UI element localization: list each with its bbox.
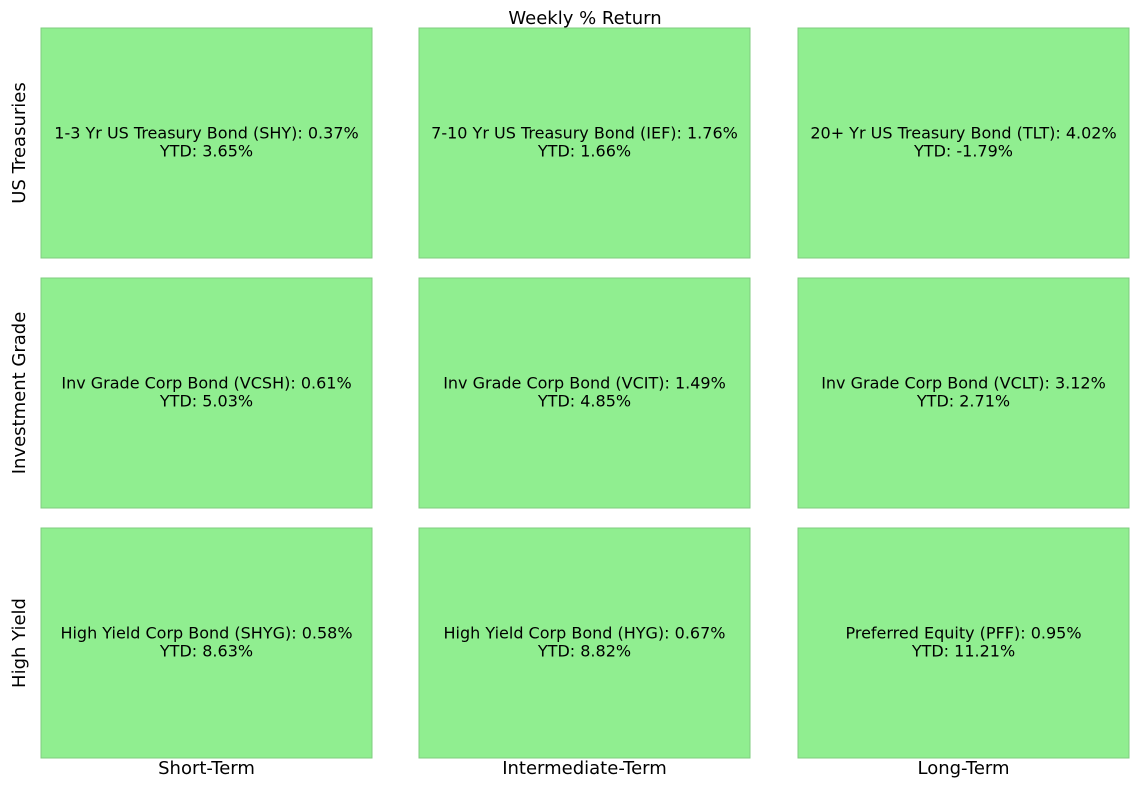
cell [797, 277, 1130, 509]
cell-ytd: YTD: 5.03% [159, 392, 253, 411]
cell [418, 27, 751, 259]
cell-return: High Yield Corp Bond (SHYG): 0.58% [60, 624, 352, 643]
cell-return: Inv Grade Corp Bond (VCSH): 0.61% [61, 374, 351, 393]
cell [797, 27, 1130, 259]
cell-return: High Yield Corp Bond (HYG): 0.67% [444, 624, 726, 643]
cell-ytd: YTD: 4.85% [537, 392, 631, 411]
column-label: Short-Term [158, 758, 255, 779]
column-label: Intermediate-Term [502, 758, 667, 779]
cell-ytd: YTD: 11.21% [911, 642, 1015, 661]
cell-ytd: YTD: 3.65% [159, 142, 253, 161]
cell-return: 20+ Yr US Treasury Bond (TLT): 4.02% [810, 124, 1116, 143]
cell [40, 27, 373, 259]
cell-return: Inv Grade Corp Bond (VCIT): 1.49% [443, 374, 726, 393]
cell [797, 527, 1130, 759]
column-label: Long-Term [917, 758, 1009, 779]
cell-ytd: YTD: 8.63% [159, 642, 253, 661]
row-label: Investment Grade [9, 312, 30, 475]
cell [40, 527, 373, 759]
cell-ytd: YTD: 8.82% [537, 642, 631, 661]
cell [418, 277, 751, 509]
cell [40, 277, 373, 509]
cell-return: 1-3 Yr US Treasury Bond (SHY): 0.37% [54, 124, 358, 143]
cell-return: Preferred Equity (PFF): 0.95% [845, 624, 1081, 643]
cell-return: Inv Grade Corp Bond (VCLT): 3.12% [821, 374, 1106, 393]
cell-ytd: YTD: -1.79% [913, 142, 1013, 161]
cell-return: 7-10 Yr US Treasury Bond (IEF): 1.76% [431, 124, 738, 143]
figure-title: Weekly % Return [508, 8, 661, 29]
cell-ytd: YTD: 1.66% [537, 142, 631, 161]
cell [418, 527, 751, 759]
cell-ytd: YTD: 2.71% [916, 392, 1010, 411]
row-label: US Treasuries [9, 82, 30, 203]
row-label: High Yield [9, 598, 30, 688]
